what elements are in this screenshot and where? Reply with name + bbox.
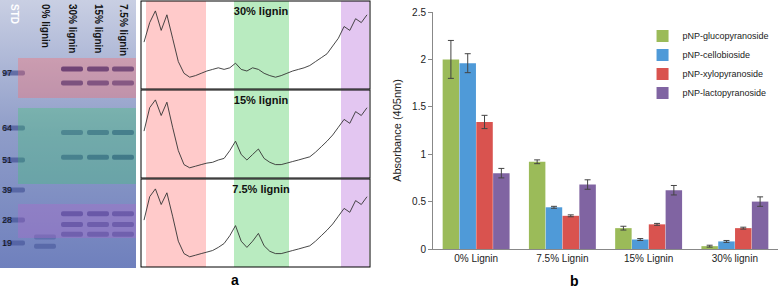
svg-text:1: 1	[420, 149, 426, 160]
svg-text:0.5: 0.5	[412, 196, 426, 207]
svg-text:30% lignin: 30% lignin	[234, 5, 289, 17]
svg-text:b: b	[570, 273, 579, 289]
svg-text:a: a	[231, 272, 239, 288]
svg-text:15% lignin: 15% lignin	[93, 4, 104, 53]
svg-text:19: 19	[2, 238, 12, 248]
svg-text:64: 64	[2, 123, 12, 133]
svg-text:7.5% Lignin: 7.5% Lignin	[536, 253, 588, 264]
svg-text:pNP-cellobioside: pNP-cellobioside	[683, 50, 751, 60]
svg-text:15% Lignin: 15% Lignin	[624, 253, 673, 264]
svg-text:pNP-glucopyranoside: pNP-glucopyranoside	[683, 31, 769, 41]
svg-text:30% lignin: 30% lignin	[67, 4, 78, 53]
svg-text:28: 28	[2, 215, 12, 225]
svg-text:2: 2	[420, 54, 426, 65]
svg-text:7.5% lignin: 7.5% lignin	[232, 183, 290, 195]
svg-text:1.5: 1.5	[412, 101, 426, 112]
svg-text:0: 0	[420, 244, 426, 255]
svg-text:7.5% lignin: 7.5% lignin	[118, 4, 129, 56]
svg-text:pNP-lactopyranoside: pNP-lactopyranoside	[683, 88, 767, 98]
svg-text:39: 39	[2, 185, 12, 195]
svg-text:0% Lignin: 0% Lignin	[454, 253, 498, 264]
svg-text:Absorbance (405nm): Absorbance (405nm)	[391, 79, 403, 182]
svg-text:30% lignin: 30% lignin	[712, 253, 758, 264]
svg-text:15% lignin: 15% lignin	[234, 94, 289, 106]
svg-text:0% lignin: 0% lignin	[40, 4, 51, 48]
svg-text:pNP-xylopyranoside: pNP-xylopyranoside	[683, 69, 764, 79]
svg-text:97: 97	[2, 68, 12, 78]
svg-text:2.5: 2.5	[412, 7, 426, 18]
svg-text:51: 51	[2, 155, 12, 165]
svg-text:STD: STD	[9, 4, 20, 24]
